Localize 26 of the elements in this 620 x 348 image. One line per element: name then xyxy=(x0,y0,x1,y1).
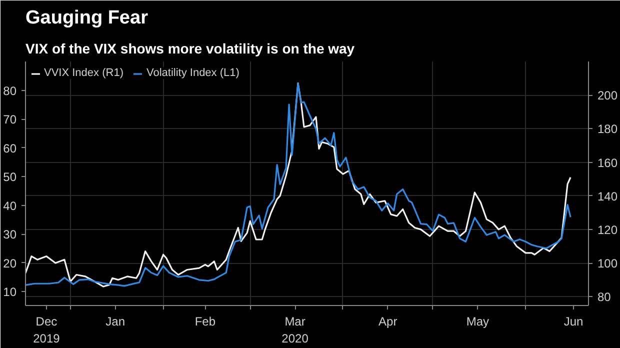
y2-tick-label: 140 xyxy=(598,189,618,204)
y2-tick-label: 180 xyxy=(598,122,618,136)
x-tick-label: Jan xyxy=(106,314,126,328)
legend-label: VVIX Index (R1) xyxy=(44,67,124,79)
y2-tick-label: 160 xyxy=(598,156,618,170)
y-tick-label: 50 xyxy=(3,170,17,184)
y2-tick-label: 100 xyxy=(598,256,618,271)
x-tick-label: Jun xyxy=(564,314,584,328)
y-tick-label: 80 xyxy=(3,84,17,98)
y-tick-label: 70 xyxy=(3,112,17,127)
x-tick-label: Mar 2020 xyxy=(282,314,309,346)
legend-label: Volatility Index (L1) xyxy=(146,67,240,79)
x-tick-label: May xyxy=(466,314,490,328)
y-tick-label: 30 xyxy=(3,228,17,242)
y2-tick-label: 200 xyxy=(598,88,618,103)
y-tick-label: 40 xyxy=(3,198,17,213)
y-tick-label: 60 xyxy=(3,141,17,156)
x-tick-label: Feb xyxy=(194,314,216,328)
y-tick-label: 20 xyxy=(3,256,17,270)
x-tick-label: Dec 2019 xyxy=(33,314,60,346)
y2-tick-label: 80 xyxy=(598,290,612,304)
x-tick-label: Apr xyxy=(378,314,398,328)
chart-subtitle: VIX of the VIX shows more volatility is on the way xyxy=(26,40,355,56)
y-tick-label: 10 xyxy=(3,285,17,300)
y2-tick-label: 120 xyxy=(598,222,618,237)
chart-title: Gauging Fear xyxy=(26,8,149,28)
